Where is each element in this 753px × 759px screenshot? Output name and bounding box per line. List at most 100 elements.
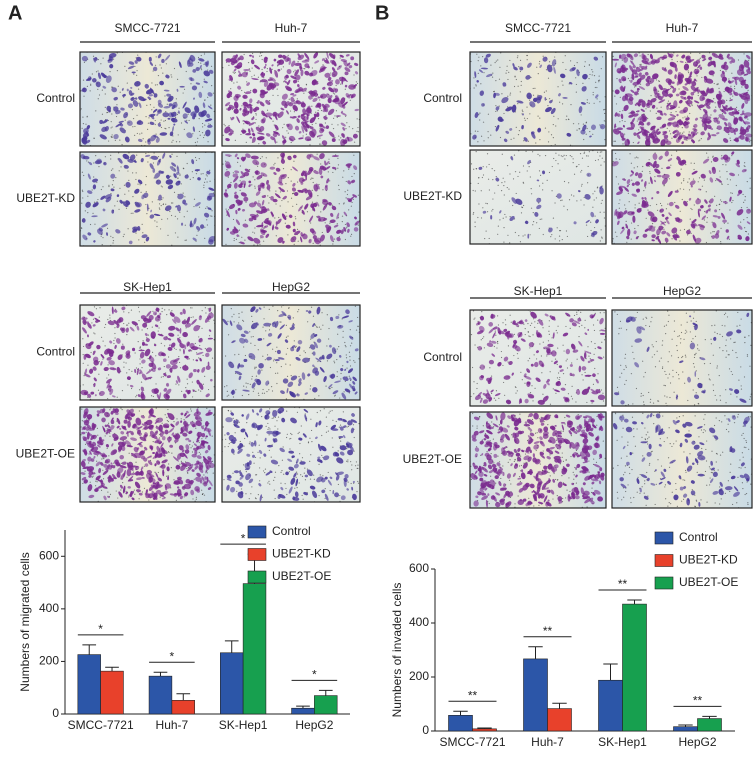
pore (479, 119, 480, 120)
pore (97, 428, 98, 429)
pore (132, 213, 133, 214)
pore (562, 62, 563, 63)
pore (123, 323, 124, 324)
pore (649, 159, 650, 160)
pore (275, 373, 276, 374)
pore (340, 373, 341, 374)
pore (174, 68, 175, 69)
micrograph (222, 406, 360, 502)
pore (520, 71, 521, 72)
pore (486, 166, 487, 167)
pore (551, 234, 552, 235)
pore (522, 207, 523, 208)
pore (734, 86, 735, 87)
pore (573, 162, 574, 163)
pore (660, 203, 661, 204)
pore (293, 161, 294, 162)
pore (93, 319, 94, 320)
pore (332, 410, 333, 411)
pore (505, 216, 506, 217)
micrograph (80, 52, 215, 147)
pore (351, 234, 352, 235)
pore (161, 219, 162, 220)
pore (96, 308, 97, 309)
pore (594, 191, 595, 192)
pore (502, 154, 503, 155)
pore (272, 95, 273, 96)
pore (209, 181, 210, 182)
pore (488, 179, 489, 180)
pore (252, 452, 253, 453)
pore (204, 376, 205, 377)
pore (600, 240, 601, 241)
pore (263, 318, 264, 319)
pore (629, 184, 630, 185)
pore (203, 384, 204, 385)
pore (161, 119, 162, 120)
pore (567, 209, 568, 210)
pore (618, 183, 619, 184)
pore (207, 175, 208, 176)
pore (83, 363, 84, 364)
pore (698, 92, 699, 93)
pore (203, 474, 204, 475)
pore (304, 468, 305, 469)
pore (309, 438, 310, 439)
pore (334, 93, 335, 94)
pore (310, 479, 311, 480)
pore (687, 182, 688, 183)
pore (309, 144, 310, 145)
pore (246, 471, 247, 472)
pore (152, 326, 153, 327)
pore (592, 71, 593, 72)
pore (140, 192, 141, 193)
pore (307, 321, 308, 322)
pore (194, 199, 195, 200)
pore (86, 419, 87, 420)
pore (107, 448, 108, 449)
pore (577, 62, 578, 63)
pore (676, 233, 677, 234)
pore (487, 203, 488, 204)
pore (642, 166, 643, 167)
pore (346, 426, 347, 427)
pore (243, 346, 244, 347)
pore (261, 370, 262, 371)
pore (693, 169, 694, 170)
pore (105, 324, 106, 325)
pore (529, 166, 530, 167)
pore (734, 88, 735, 89)
pore (289, 471, 290, 472)
pore (313, 316, 314, 317)
pore (93, 162, 94, 163)
pore (134, 66, 135, 67)
pore (667, 128, 668, 129)
pore (615, 232, 616, 233)
pore (265, 469, 266, 470)
pore (134, 126, 135, 127)
pore (690, 219, 691, 220)
pore (243, 446, 244, 447)
pore (305, 479, 306, 480)
pore (111, 87, 112, 88)
pore (141, 367, 142, 368)
pore (741, 86, 742, 87)
pore (523, 182, 524, 183)
pore (254, 179, 255, 180)
pore (122, 482, 123, 483)
pore (193, 442, 194, 443)
pore (297, 311, 298, 312)
pore (125, 362, 126, 363)
pore (132, 109, 133, 110)
pore (629, 80, 630, 81)
pore (131, 371, 132, 372)
pore (307, 211, 308, 212)
pore (310, 388, 311, 389)
pore (604, 120, 605, 121)
pore (101, 490, 102, 491)
pore (202, 355, 203, 356)
pore (720, 199, 721, 200)
pore (602, 238, 603, 239)
pore (481, 136, 482, 137)
pore (124, 66, 125, 67)
